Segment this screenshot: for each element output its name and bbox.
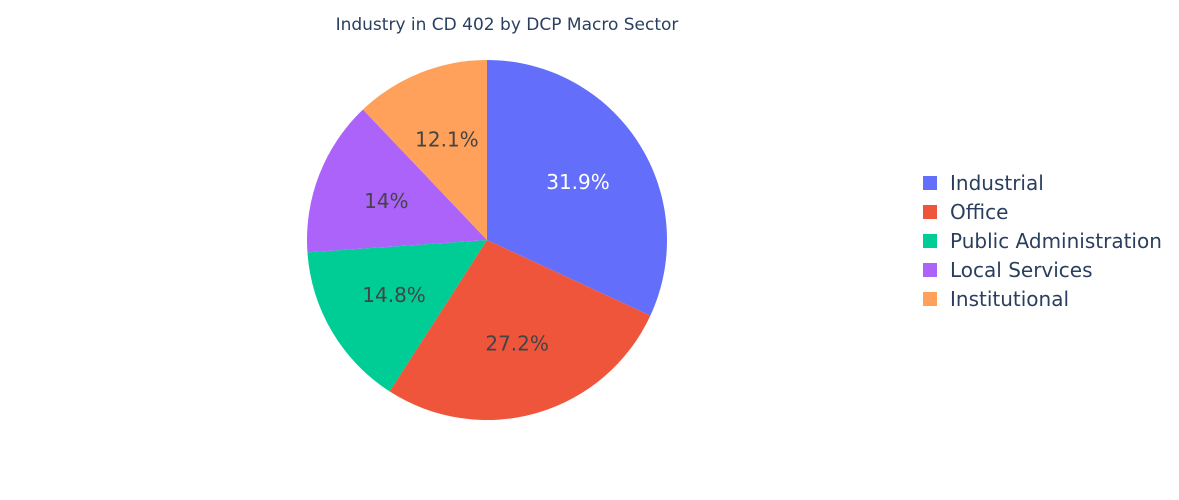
legend-item-institutional[interactable]: Institutional [923,287,1069,311]
slice-label-industrial: 31.9% [546,170,610,194]
slice-label-local-services: 14% [364,189,408,213]
chart-title: Industry in CD 402 by DCP Macro Sector [336,15,679,35]
legend-item-local-services[interactable]: Local Services [923,258,1093,282]
legend-swatch-public-administration [923,234,937,248]
legend-swatch-local-services [923,263,937,277]
pie-slice-labels: 31.9% 27.2% 14.8% 14% 12.1% [362,128,610,356]
legend-item-public-administration[interactable]: Public Administration [923,229,1162,253]
pie-slice-industrial[interactable] [487,60,667,316]
legend-swatch-institutional [923,292,937,306]
slice-label-office: 27.2% [485,332,549,356]
legend-swatch-industrial [923,176,937,190]
pie-slice-office[interactable] [389,240,651,420]
pie-slice-public-administration[interactable] [307,240,487,392]
legend-item-industrial[interactable]: Industrial [923,171,1044,195]
slice-label-institutional: 12.1% [415,128,479,152]
legend-swatch-office [923,205,937,219]
legend: Industrial Office Public Administration Loc… [923,171,1162,311]
legend-label-local-services: Local Services [950,258,1093,282]
legend-label-office: Office [950,200,1008,224]
legend-label-public-administration: Public Administration [950,229,1162,253]
legend-label-industrial: Industrial [950,171,1044,195]
pie-slice-institutional[interactable] [362,60,487,240]
pie-slice-local-services[interactable] [307,109,487,253]
legend-label-institutional: Institutional [950,287,1069,311]
slice-label-public-administration: 14.8% [362,283,426,307]
legend-item-office[interactable]: Office [923,200,1008,224]
pie-slices [307,60,667,420]
